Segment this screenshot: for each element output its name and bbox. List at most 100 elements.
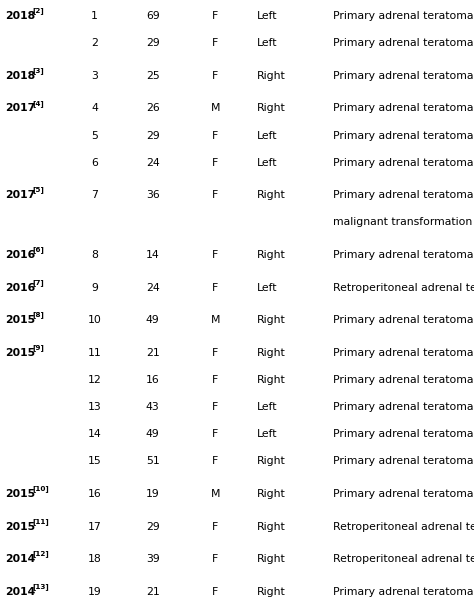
- Text: 2014: 2014: [6, 554, 36, 564]
- Text: 39: 39: [146, 554, 160, 564]
- Text: [9]: [9]: [32, 344, 44, 351]
- Text: 10: 10: [88, 315, 101, 325]
- Text: 51: 51: [146, 456, 160, 466]
- Text: Right: Right: [257, 489, 286, 499]
- Text: 7: 7: [91, 190, 98, 200]
- Text: 17: 17: [88, 521, 101, 532]
- Text: 14: 14: [88, 429, 101, 439]
- Text: 24: 24: [146, 283, 160, 292]
- Text: 2014: 2014: [6, 587, 36, 597]
- Text: [12]: [12]: [32, 550, 49, 557]
- Text: Primary adrenal teratoma: Primary adrenal teratoma: [333, 456, 474, 466]
- Text: [5]: [5]: [32, 187, 44, 193]
- Text: 49: 49: [146, 315, 160, 325]
- Text: Primary adrenal teratoma: Primary adrenal teratoma: [333, 489, 474, 499]
- Text: 2017: 2017: [6, 190, 36, 200]
- Text: Primary adrenal teratoma: Primary adrenal teratoma: [333, 250, 474, 260]
- Text: 2016: 2016: [6, 283, 36, 292]
- Text: M: M: [210, 103, 220, 114]
- Text: Right: Right: [257, 587, 286, 597]
- Text: Primary adrenal teratoma: Primary adrenal teratoma: [333, 429, 474, 439]
- Text: 8: 8: [91, 250, 98, 260]
- Text: 21: 21: [146, 348, 160, 358]
- Text: F: F: [212, 348, 219, 358]
- Text: 16: 16: [146, 375, 160, 385]
- Text: 49: 49: [146, 429, 160, 439]
- Text: F: F: [212, 283, 219, 292]
- Text: Retroperitoneal adrenal teratoma: Retroperitoneal adrenal teratoma: [333, 521, 474, 532]
- Text: 29: 29: [146, 521, 160, 532]
- Text: 2015: 2015: [6, 315, 36, 325]
- Text: Right: Right: [257, 71, 286, 81]
- Text: Primary adrenal teratoma: Primary adrenal teratoma: [333, 11, 474, 21]
- Text: 19: 19: [146, 489, 160, 499]
- Text: 29: 29: [146, 130, 160, 141]
- Text: Primary adrenal teratoma: Primary adrenal teratoma: [333, 158, 474, 167]
- Text: 6: 6: [91, 158, 98, 167]
- Text: 19: 19: [88, 587, 101, 597]
- Text: Left: Left: [257, 130, 277, 141]
- Text: F: F: [212, 587, 219, 597]
- Text: 13: 13: [88, 402, 101, 412]
- Text: Right: Right: [257, 554, 286, 564]
- Text: 29: 29: [146, 38, 160, 48]
- Text: 5: 5: [91, 130, 98, 141]
- Text: F: F: [212, 554, 219, 564]
- Text: F: F: [212, 130, 219, 141]
- Text: 24: 24: [146, 158, 160, 167]
- Text: 2017: 2017: [6, 103, 36, 114]
- Text: Primary adrenal teratoma: Primary adrenal teratoma: [333, 71, 474, 81]
- Text: M: M: [210, 489, 220, 499]
- Text: Primary adrenal teratoma: Primary adrenal teratoma: [333, 130, 474, 141]
- Text: 2015: 2015: [6, 348, 36, 358]
- Text: 9: 9: [91, 283, 98, 292]
- Text: F: F: [212, 38, 219, 48]
- Text: Right: Right: [257, 348, 286, 358]
- Text: [4]: [4]: [32, 100, 44, 106]
- Text: 11: 11: [88, 348, 101, 358]
- Text: Primary adrenal teratoma: Primary adrenal teratoma: [333, 587, 474, 597]
- Text: 4: 4: [91, 103, 98, 114]
- Text: Left: Left: [257, 158, 277, 167]
- Text: [7]: [7]: [32, 279, 44, 286]
- Text: 16: 16: [88, 489, 101, 499]
- Text: 2015: 2015: [6, 521, 36, 532]
- Text: malignant transformation: malignant transformation: [333, 217, 473, 227]
- Text: F: F: [212, 375, 219, 385]
- Text: 69: 69: [146, 11, 160, 21]
- Text: Right: Right: [257, 190, 286, 200]
- Text: [3]: [3]: [32, 67, 44, 74]
- Text: F: F: [212, 429, 219, 439]
- Text: M: M: [210, 315, 220, 325]
- Text: F: F: [212, 521, 219, 532]
- Text: 15: 15: [88, 456, 101, 466]
- Text: F: F: [212, 71, 219, 81]
- Text: Right: Right: [257, 315, 286, 325]
- Text: Primary adrenal teratoma: Primary adrenal teratoma: [333, 103, 474, 114]
- Text: 3: 3: [91, 71, 98, 81]
- Text: Retroperitoneal adrenal teratoma: Retroperitoneal adrenal teratoma: [333, 283, 474, 292]
- Text: F: F: [212, 456, 219, 466]
- Text: Right: Right: [257, 375, 286, 385]
- Text: Primary adrenal teratoma: Primary adrenal teratoma: [333, 315, 474, 325]
- Text: Right: Right: [257, 521, 286, 532]
- Text: F: F: [212, 402, 219, 412]
- Text: Primary adrenal teratoma: Primary adrenal teratoma: [333, 38, 474, 48]
- Text: 2: 2: [91, 38, 98, 48]
- Text: Retroperitoneal adrenal teratoma: Retroperitoneal adrenal teratoma: [333, 554, 474, 564]
- Text: [10]: [10]: [32, 485, 49, 492]
- Text: Right: Right: [257, 103, 286, 114]
- Text: Left: Left: [257, 402, 277, 412]
- Text: 43: 43: [146, 402, 160, 412]
- Text: Primary adrenal teratoma with: Primary adrenal teratoma with: [333, 190, 474, 200]
- Text: F: F: [212, 158, 219, 167]
- Text: [2]: [2]: [32, 7, 44, 14]
- Text: [13]: [13]: [32, 583, 49, 590]
- Text: Left: Left: [257, 38, 277, 48]
- Text: 25: 25: [146, 71, 160, 81]
- Text: F: F: [212, 190, 219, 200]
- Text: F: F: [212, 250, 219, 260]
- Text: Primary adrenal teratoma: Primary adrenal teratoma: [333, 375, 474, 385]
- Text: 14: 14: [146, 250, 160, 260]
- Text: Left: Left: [257, 429, 277, 439]
